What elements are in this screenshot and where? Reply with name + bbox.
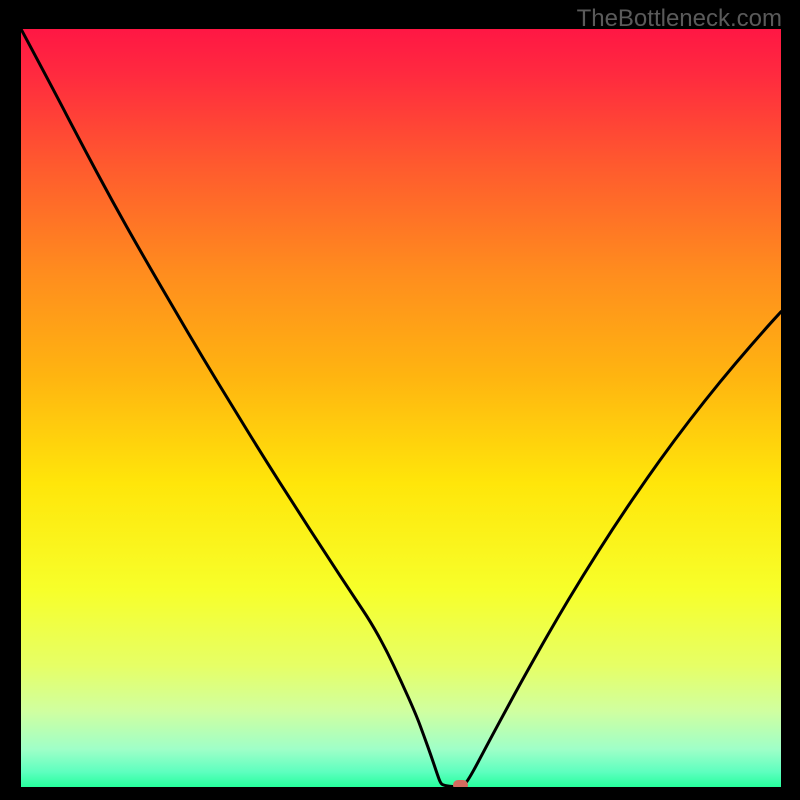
curve-minimum-marker (453, 780, 468, 787)
bottleneck-curve (21, 29, 781, 787)
plot-area (21, 29, 781, 787)
chart-container: TheBottleneck.com (0, 0, 800, 800)
watermark-text: TheBottleneck.com (577, 5, 782, 33)
